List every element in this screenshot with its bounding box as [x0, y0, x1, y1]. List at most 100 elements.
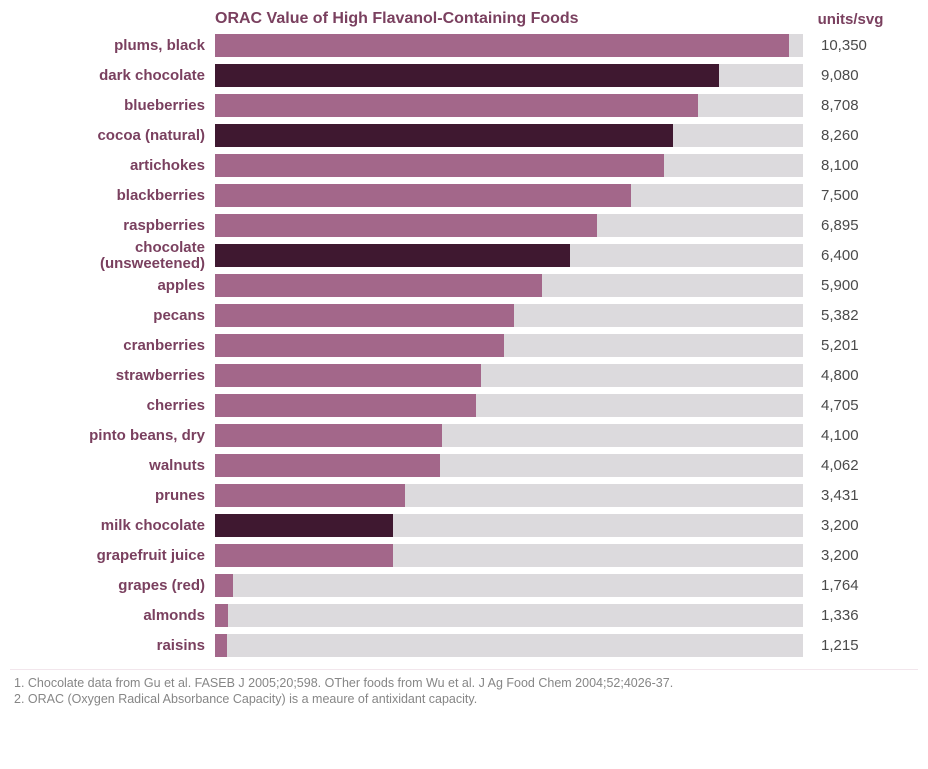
orac-bar-chart: ORAC Value of High Flavanol-Containing F… [30, 10, 898, 707]
bar-row: raspberries 6,895 [30, 214, 898, 237]
bar-track [215, 124, 803, 147]
bar-value: 6,400 [803, 247, 898, 264]
bar-fill [215, 394, 476, 417]
bar-value: 8,100 [803, 157, 898, 174]
bar-value: 6,895 [803, 217, 898, 234]
bar-value: 5,900 [803, 277, 898, 294]
bar-value: 4,062 [803, 457, 898, 474]
bar-label: artichokes [30, 158, 215, 174]
bar-row: cranberries5,201 [30, 334, 898, 357]
bar-row: raisins 1,215 [30, 634, 898, 657]
bar-row: strawberries 4,800 [30, 364, 898, 387]
bar-value: 1,215 [803, 637, 898, 654]
bar-fill [215, 34, 789, 57]
bar-label: almonds [30, 608, 215, 624]
bar-label: raspberries [30, 218, 215, 234]
bar-row: dark chocolate 9,080 [30, 64, 898, 87]
bar-track [215, 574, 803, 597]
chart-header: ORAC Value of High Flavanol-Containing F… [30, 10, 898, 28]
bar-fill [215, 484, 405, 507]
bar-track [215, 64, 803, 87]
bar-fill-highlight [215, 244, 570, 267]
bar-track [215, 274, 803, 297]
bar-fill-highlight [215, 124, 673, 147]
bar-row: grapefruit juice 3,200 [30, 544, 898, 567]
bar-fill [215, 574, 233, 597]
bar-track [215, 334, 803, 357]
bar-fill-highlight [215, 514, 393, 537]
bar-label: chocolate (unsweetened) [30, 240, 215, 272]
chart-title: ORAC Value of High Flavanol-Containing F… [215, 10, 803, 28]
bar-label: cranberries [30, 338, 215, 354]
bar-value: 3,431 [803, 487, 898, 504]
bar-track [215, 244, 803, 267]
bar-track [215, 484, 803, 507]
bar-value: 3,200 [803, 547, 898, 564]
bar-track [215, 634, 803, 657]
bar-fill [215, 364, 481, 387]
bar-track [215, 34, 803, 57]
bar-label: milk chocolate [30, 518, 215, 534]
bar-value: 4,705 [803, 397, 898, 414]
bar-track [215, 454, 803, 477]
bar-value: 4,100 [803, 427, 898, 444]
bar-value: 8,708 [803, 97, 898, 114]
bar-fill-highlight [215, 64, 719, 87]
bar-row: artichokes 8,100 [30, 154, 898, 177]
footer-line-1: 1. Chocolate data from Gu et al. FASEB J… [14, 676, 918, 692]
bar-value: 3,200 [803, 517, 898, 534]
bar-label: blueberries [30, 98, 215, 114]
bar-track [215, 544, 803, 567]
bar-fill [215, 184, 631, 207]
bar-row: blueberries 8,708 [30, 94, 898, 117]
footer-line-2: 2. ORAC (Oxygen Radical Absorbance Capac… [14, 692, 918, 708]
bar-row: walnuts 4,062 [30, 454, 898, 477]
bar-label: dark chocolate [30, 68, 215, 84]
bar-value: 10,350 [803, 37, 898, 54]
bar-track [215, 514, 803, 537]
bar-label: raisins [30, 638, 215, 654]
bar-track [215, 304, 803, 327]
bar-row: milk chocolate 3,200 [30, 514, 898, 537]
bar-value: 4,800 [803, 367, 898, 384]
bar-value: 5,382 [803, 307, 898, 324]
bar-fill [215, 604, 228, 627]
chart-rows: plums, black 10,350 dark chocolate 9,080 blu… [30, 34, 898, 657]
bar-row: chocolate (unsweetened)6,400 [30, 244, 898, 267]
bar-label: walnuts [30, 458, 215, 474]
bar-label: cocoa (natural) [30, 128, 215, 144]
bar-fill [215, 634, 227, 657]
bar-value: 8,260 [803, 127, 898, 144]
bar-row: apples5,900 [30, 274, 898, 297]
bar-label: cherries [30, 398, 215, 414]
bar-track [215, 394, 803, 417]
bar-row: cherries 4,705 [30, 394, 898, 417]
bar-label: grapefruit juice [30, 548, 215, 564]
bar-row: plums, black 10,350 [30, 34, 898, 57]
bar-fill [215, 154, 664, 177]
bar-track [215, 424, 803, 447]
bar-track [215, 214, 803, 237]
bar-value: 9,080 [803, 67, 898, 84]
bar-fill [215, 544, 393, 567]
bar-label: grapes (red) [30, 578, 215, 594]
bar-label: prunes [30, 488, 215, 504]
bar-label: plums, black [30, 38, 215, 54]
bar-label: pecans [30, 308, 215, 324]
bar-track [215, 94, 803, 117]
bar-fill [215, 94, 698, 117]
bar-label: pinto beans, dry [30, 428, 215, 444]
bar-fill [215, 214, 597, 237]
bar-track [215, 184, 803, 207]
bar-value: 1,764 [803, 577, 898, 594]
bar-fill [215, 334, 504, 357]
bar-row: grapes (red) 1,764 [30, 574, 898, 597]
chart-footer: 1. Chocolate data from Gu et al. FASEB J… [10, 669, 918, 707]
bar-label: strawberries [30, 368, 215, 384]
units-label: units/svg [803, 11, 898, 28]
bar-fill [215, 274, 542, 297]
bar-fill [215, 304, 514, 327]
bar-track [215, 604, 803, 627]
bar-track [215, 364, 803, 387]
bar-row: almonds1,336 [30, 604, 898, 627]
